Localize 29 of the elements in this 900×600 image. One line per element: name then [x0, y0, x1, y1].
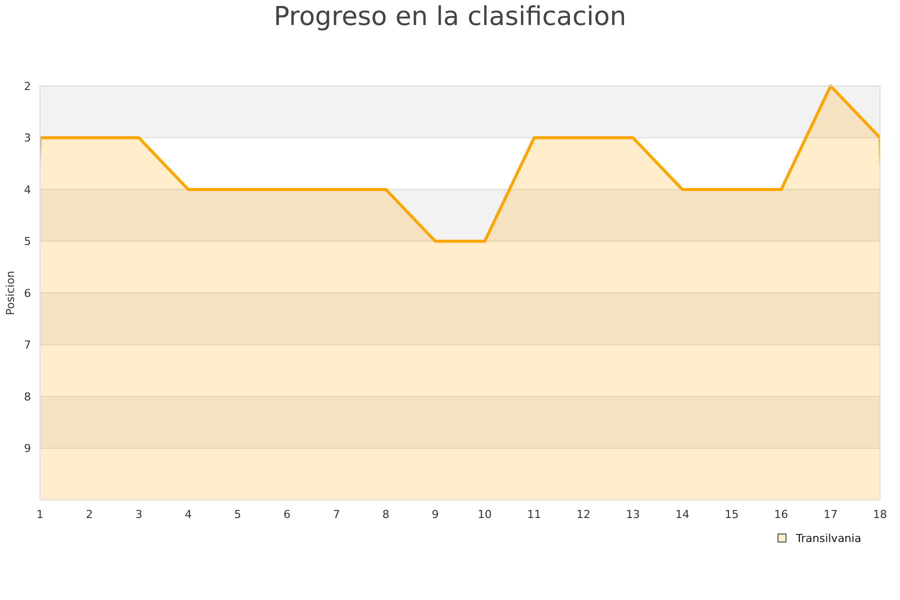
y-tick-label: 4	[24, 183, 31, 196]
x-tick-label: 7	[332, 508, 340, 521]
y-axis-title: Posicion	[4, 270, 17, 316]
x-tick-label: 2	[86, 508, 93, 521]
x-tick-label: 5	[234, 508, 242, 521]
x-tick-label: 12	[576, 508, 591, 521]
x-tick-label: 15	[724, 508, 739, 521]
y-tick-label: 7	[24, 338, 31, 352]
x-tick-label: 18	[873, 508, 887, 521]
x-tick-label: 6	[284, 508, 291, 521]
x-tick-label: 10	[478, 508, 492, 521]
y-tick-label: 3	[24, 132, 31, 145]
y-tick-label: 9	[24, 442, 31, 456]
y-tick-label: 8	[24, 390, 31, 404]
x-tick-label: 9	[432, 508, 439, 521]
x-tick-label: 17	[824, 508, 838, 521]
x-tick-label: 1	[36, 508, 44, 521]
x-tick-label: 8	[382, 508, 390, 521]
y-tick-label: 6	[24, 286, 31, 300]
x-tick-label: 13	[626, 508, 640, 521]
x-tick-label: 16	[774, 508, 788, 521]
y-tick-label: 5	[24, 235, 31, 248]
x-tick-label: 4	[184, 508, 192, 521]
x-tick-label: 3	[135, 508, 142, 521]
legend-label: Transilvania	[795, 532, 862, 545]
x-tick-label: 11	[527, 508, 542, 521]
chart-title: Progreso en la clasificacion	[274, 2, 626, 32]
x-tick-label: 14	[675, 508, 690, 521]
y-tick-label: 2	[24, 80, 31, 93]
